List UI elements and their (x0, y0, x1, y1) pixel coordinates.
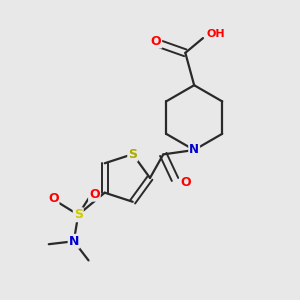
Text: O: O (89, 188, 100, 201)
Text: O: O (48, 192, 58, 205)
Text: O: O (151, 34, 161, 48)
Text: S: S (74, 208, 83, 221)
Text: O: O (180, 176, 190, 189)
Text: S: S (128, 148, 137, 161)
Text: OH: OH (207, 29, 226, 39)
Text: N: N (189, 143, 199, 157)
Text: N: N (69, 235, 79, 248)
